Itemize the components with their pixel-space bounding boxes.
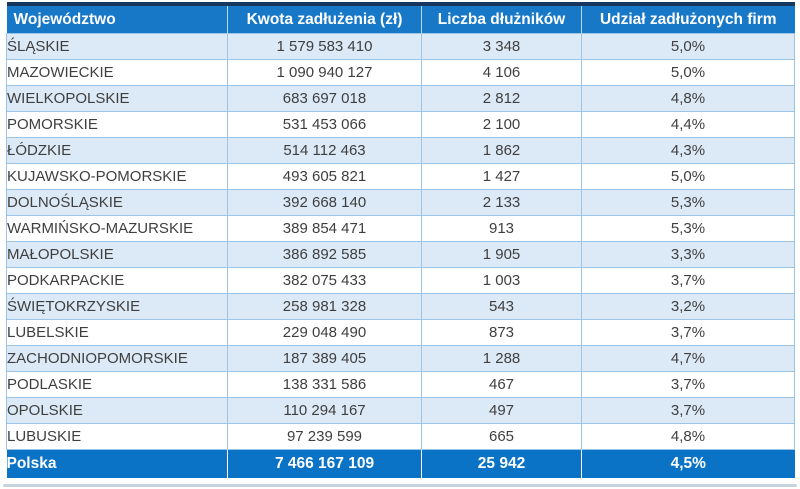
cell-liczba-dluznikow: 1 288 (421, 345, 582, 372)
cell-udzial-zadluzonych-firm: 3,7% (581, 267, 795, 294)
table-row: WARMIŃSKO-MAZURSKIE 389 854 471 913 5,3% (6, 215, 795, 242)
cell-liczba-dluznikow: 913 (421, 215, 582, 242)
cell-wojewodztwo: OPOLSKIE (6, 397, 228, 424)
table-row: ZACHODNIOPOMORSKIE 187 389 405 1 288 4,7% (6, 345, 795, 372)
cell-kwota-zadluzenia: 258 981 328 (227, 293, 422, 320)
table-row: WIELKOPOLSKIE 683 697 018 2 812 4,8% (6, 85, 795, 112)
debt-table: Województwo Kwota zadłużenia (zł) Liczba… (6, 2, 795, 478)
cell-udzial-zadluzonych-firm: 4,4% (581, 111, 795, 138)
cell-udzial-zadluzonych-firm: 3,3% (581, 241, 795, 268)
cell-liczba-dluznikow: 873 (421, 319, 582, 346)
cell-wojewodztwo: PODKARPACKIE (6, 267, 228, 294)
cell-kwota-zadluzenia: 7 466 167 109 (227, 449, 422, 478)
cell-wojewodztwo: WARMIŃSKO-MAZURSKIE (6, 215, 228, 242)
table-row: PODKARPACKIE 382 075 433 1 003 3,7% (6, 267, 795, 294)
cell-udzial-zadluzonych-firm: 3,7% (581, 319, 795, 346)
cell-liczba-dluznikow: 497 (421, 397, 582, 424)
cell-kwota-zadluzenia: 187 389 405 (227, 345, 422, 372)
cell-kwota-zadluzenia: 531 453 066 (227, 111, 422, 138)
cell-udzial-zadluzonych-firm: 5,3% (581, 189, 795, 216)
table-row: PODLASKIE 138 331 586 467 3,7% (6, 371, 795, 398)
cell-wojewodztwo: LUBUSKIE (6, 423, 228, 450)
table-row: POMORSKIE 531 453 066 2 100 4,4% (6, 111, 795, 138)
cell-liczba-dluznikow: 1 862 (421, 137, 582, 164)
cell-kwota-zadluzenia: 493 605 821 (227, 163, 422, 190)
cell-kwota-zadluzenia: 514 112 463 (227, 137, 422, 164)
cell-kwota-zadluzenia: 110 294 167 (227, 397, 422, 424)
cell-wojewodztwo: POMORSKIE (6, 111, 228, 138)
cell-wojewodztwo: ŚWIĘTOKRZYSKIE (6, 293, 228, 320)
table-total-row: Polska 7 466 167 109 25 942 4,5% (6, 449, 795, 478)
table-row: DOLNOŚLĄSKIE 392 668 140 2 133 5,3% (6, 189, 795, 216)
cell-kwota-zadluzenia: 1 090 940 127 (227, 59, 422, 86)
cell-wojewodztwo: MAZOWIECKIE (6, 59, 228, 86)
column-header-udzial-zadluzonych-firm: Udział zadłużonych firm (581, 4, 795, 34)
table-header-row: Województwo Kwota zadłużenia (zł) Liczba… (6, 4, 795, 34)
table-row: KUJAWSKO-POMORSKIE 493 605 821 1 427 5,0% (6, 163, 795, 190)
cell-udzial-zadluzonych-firm: 4,3% (581, 137, 795, 164)
debt-table-container: Województwo Kwota zadłużenia (zł) Liczba… (6, 2, 795, 478)
table-bottom-shadow (3, 484, 797, 487)
cell-kwota-zadluzenia: 389 854 471 (227, 215, 422, 242)
cell-wojewodztwo: PODLASKIE (6, 371, 228, 398)
cell-liczba-dluznikow: 1 905 (421, 241, 582, 268)
cell-liczba-dluznikow: 467 (421, 371, 582, 398)
cell-udzial-zadluzonych-firm: 4,5% (581, 449, 795, 478)
cell-liczba-dluznikow: 1 003 (421, 267, 582, 294)
cell-udzial-zadluzonych-firm: 5,0% (581, 163, 795, 190)
cell-liczba-dluznikow: 665 (421, 423, 582, 450)
cell-liczba-dluznikow: 2 133 (421, 189, 582, 216)
cell-udzial-zadluzonych-firm: 3,7% (581, 397, 795, 424)
cell-udzial-zadluzonych-firm: 4,8% (581, 85, 795, 112)
cell-wojewodztwo: ŁÓDZKIE (6, 137, 228, 164)
cell-wojewodztwo: ZACHODNIOPOMORSKIE (6, 345, 228, 372)
cell-kwota-zadluzenia: 138 331 586 (227, 371, 422, 398)
table-row: OPOLSKIE 110 294 167 497 3,7% (6, 397, 795, 424)
cell-udzial-zadluzonych-firm: 3,7% (581, 371, 795, 398)
table-body: ŚLĄSKIE 1 579 583 410 3 348 5,0% MAZOWIECKIE… (6, 33, 795, 450)
cell-kwota-zadluzenia: 1 579 583 410 (227, 33, 422, 60)
column-header-liczba-dluznikow: Liczba dłużników (421, 4, 582, 34)
cell-wojewodztwo: DOLNOŚLĄSKIE (6, 189, 228, 216)
cell-udzial-zadluzonych-firm: 5,0% (581, 59, 795, 86)
cell-udzial-zadluzonych-firm: 5,0% (581, 33, 795, 60)
cell-wojewodztwo: ŚLĄSKIE (6, 33, 228, 60)
cell-liczba-dluznikow: 1 427 (421, 163, 582, 190)
cell-kwota-zadluzenia: 382 075 433 (227, 267, 422, 294)
cell-wojewodztwo: MAŁOPOLSKIE (6, 241, 228, 268)
table-row: ŚLĄSKIE 1 579 583 410 3 348 5,0% (6, 33, 795, 60)
cell-udzial-zadluzonych-firm: 4,8% (581, 423, 795, 450)
cell-udzial-zadluzonych-firm: 4,7% (581, 345, 795, 372)
cell-wojewodztwo: WIELKOPOLSKIE (6, 85, 228, 112)
cell-udzial-zadluzonych-firm: 5,3% (581, 215, 795, 242)
cell-liczba-dluznikow: 543 (421, 293, 582, 320)
table-row: LUBUSKIE 97 239 599 665 4,8% (6, 423, 795, 450)
cell-wojewodztwo: LUBELSKIE (6, 319, 228, 346)
cell-udzial-zadluzonych-firm: 3,2% (581, 293, 795, 320)
table-row: ŚWIĘTOKRZYSKIE 258 981 328 543 3,2% (6, 293, 795, 320)
cell-liczba-dluznikow: 2 812 (421, 85, 582, 112)
cell-liczba-dluznikow: 3 348 (421, 33, 582, 60)
table-row: ŁÓDZKIE 514 112 463 1 862 4,3% (6, 137, 795, 164)
cell-kwota-zadluzenia: 392 668 140 (227, 189, 422, 216)
table-row: MAZOWIECKIE 1 090 940 127 4 106 5,0% (6, 59, 795, 86)
cell-kwota-zadluzenia: 386 892 585 (227, 241, 422, 268)
cell-liczba-dluznikow: 2 100 (421, 111, 582, 138)
cell-liczba-dluznikow: 25 942 (421, 449, 582, 478)
column-header-wojewodztwo: Województwo (6, 4, 228, 34)
cell-kwota-zadluzenia: 97 239 599 (227, 423, 422, 450)
cell-kwota-zadluzenia: 229 048 490 (227, 319, 422, 346)
cell-liczba-dluznikow: 4 106 (421, 59, 582, 86)
table-row: LUBELSKIE 229 048 490 873 3,7% (6, 319, 795, 346)
cell-kwota-zadluzenia: 683 697 018 (227, 85, 422, 112)
table-row: MAŁOPOLSKIE 386 892 585 1 905 3,3% (6, 241, 795, 268)
cell-wojewodztwo: Polska (6, 449, 228, 478)
cell-wojewodztwo: KUJAWSKO-POMORSKIE (6, 163, 228, 190)
column-header-kwota-zadluzenia: Kwota zadłużenia (zł) (227, 4, 422, 34)
